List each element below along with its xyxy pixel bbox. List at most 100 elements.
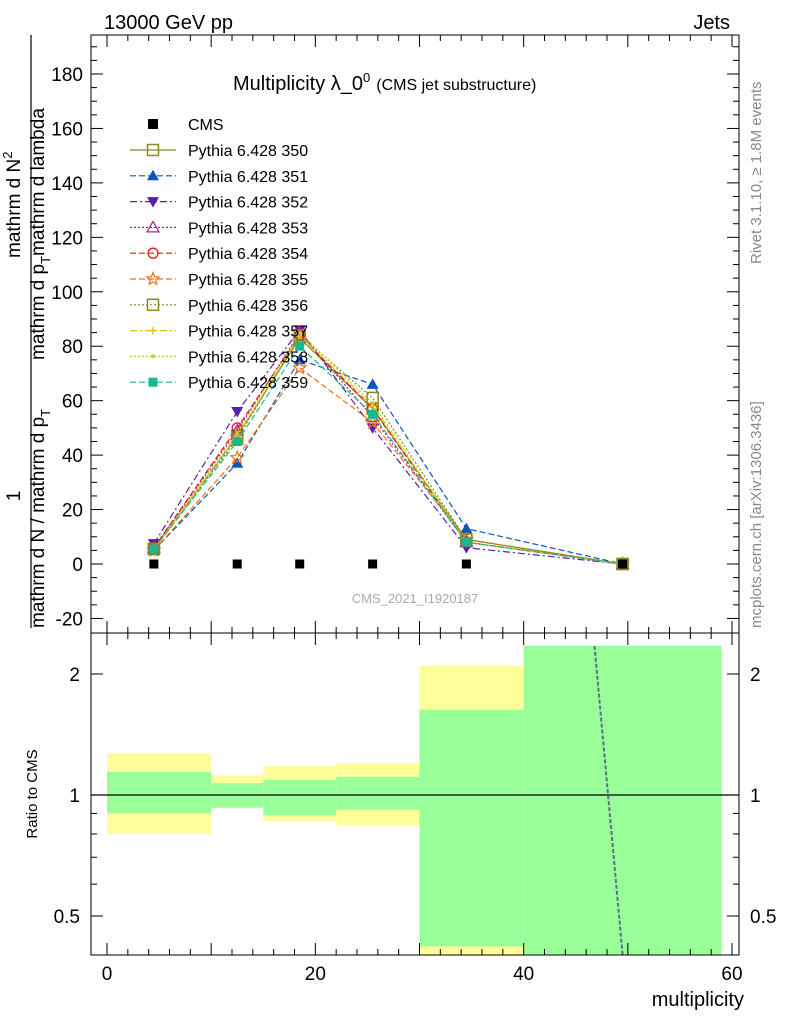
legend-label: Pythia 6.428 359 — [188, 375, 308, 392]
legend-marker — [146, 143, 160, 157]
series-point — [366, 378, 379, 389]
legend-label: Pythia 6.428 351 — [188, 169, 308, 186]
legend-marker — [147, 247, 159, 259]
series-point — [368, 409, 378, 419]
y-tick-label: 60 — [62, 392, 83, 413]
legend-marker — [151, 354, 155, 359]
y-label-numerator: mathrm d N2 — [0, 152, 25, 258]
y-tick-label: 20 — [62, 501, 83, 522]
ratio-y-tick-label-right: 2 — [750, 665, 761, 686]
x-tick-label: 60 — [721, 964, 742, 985]
chart-subtitle: (CMS jet substructure) — [376, 77, 536, 94]
series-point — [147, 542, 161, 556]
legend-label: Pythia 6.428 353 — [188, 220, 308, 237]
y-tick-label: 80 — [62, 337, 83, 358]
y-tick-label: 40 — [62, 446, 83, 467]
y-tick-label: -20 — [56, 609, 83, 630]
legend-label: Pythia 6.428 357 — [188, 324, 308, 341]
cms-point — [149, 559, 159, 569]
y-tick-label: 100 — [51, 283, 83, 304]
y-label-numerator-one: 1 — [4, 491, 25, 502]
legend-marker — [149, 326, 157, 335]
y-label-numerator-a: mathrm d N — [4, 159, 25, 258]
series-point — [293, 329, 306, 342]
legend-marker — [146, 298, 160, 312]
cms-point — [295, 559, 305, 569]
series-point — [231, 457, 244, 468]
reference-cms-points — [149, 559, 628, 569]
series-point — [229, 449, 245, 465]
stat-uncertainty-band — [107, 772, 212, 814]
ratio-y-tick-label: 1 — [69, 786, 80, 807]
legend-label: Pythia 6.428 358 — [188, 349, 308, 366]
main-y-axis-label: 1 mathrm d N / mathrm d pT mathrm d N2 m… — [0, 35, 53, 628]
x-axis: 0 20 40 60 — [102, 633, 743, 985]
ratio-y-axis: 0.5 0.5 1 1 2 2 — [54, 665, 776, 956]
legend-cms-marker — [148, 119, 158, 129]
series-point — [297, 330, 302, 335]
ratio-plot-data — [91, 645, 739, 956]
side-label-top: Rivet 3.1.10, ≥ 1.8M events — [748, 82, 765, 265]
x-tick-label: 0 — [102, 964, 113, 985]
ratio-mc-line — [593, 645, 624, 956]
main-plot-data — [146, 325, 631, 571]
series-350 — [147, 331, 629, 571]
chart-title-superscript: 0 — [363, 70, 370, 85]
y-label-numerator-b-sub: T — [38, 256, 53, 264]
series-point — [460, 522, 473, 534]
y-label-numerator-b-c: mathrm d lambda — [28, 108, 49, 256]
stat-uncertainty-band — [523, 645, 722, 955]
series-point — [370, 401, 375, 406]
cms-point — [368, 559, 378, 569]
stat-uncertainty-band — [419, 709, 524, 947]
analysis-label: CMS_2021_I1920187 — [352, 591, 479, 606]
series-point — [293, 353, 306, 365]
ratio-y-tick-label-right: 0.5 — [750, 907, 776, 928]
legend-marker — [148, 377, 158, 387]
legend-label: Pythia 6.428 356 — [188, 298, 308, 315]
series-point — [291, 359, 308, 375]
series-line — [153, 328, 623, 565]
series-point — [616, 557, 629, 571]
cms-point — [232, 559, 242, 569]
ratio-plot-panel: 0.5 0.5 1 1 2 2 0 20 40 60 Ratio to CMS multipli… — [24, 632, 776, 1011]
ratio-plot-frame — [90, 632, 740, 956]
category-label: Jets — [693, 12, 730, 34]
series-point — [149, 544, 159, 554]
series-point — [231, 407, 244, 418]
y-label-denominator: mathrm d N / mathrm d pT — [28, 409, 53, 628]
legend-marker — [145, 220, 161, 233]
chart-title-main: Multiplicity λ_0 — [233, 73, 363, 95]
ratio-y-axis-label: Ratio to CMS — [24, 749, 41, 838]
stat-uncertainty-band — [263, 779, 337, 816]
legend-label: Pythia 6.428 355 — [188, 272, 308, 289]
legend-label: CMS — [188, 117, 224, 134]
y-tick-label: 0 — [72, 555, 83, 576]
cms-point — [618, 559, 628, 569]
x-tick-label: 40 — [513, 964, 534, 985]
chart-title: Multiplicity λ_00 (CMS jet substructure) — [233, 70, 536, 95]
y-label-denominator-sub: T — [38, 409, 53, 417]
ratio-y-tick-label: 2 — [69, 665, 80, 686]
y-tick-label: 140 — [51, 174, 83, 195]
y-label-denominator-a: mathrm d N / mathrm d p — [28, 417, 49, 628]
series-point — [235, 431, 240, 436]
x-tick-label: 20 — [305, 964, 326, 985]
y-label-numerator-sup: 2 — [0, 152, 15, 159]
y-tick-label: 120 — [51, 228, 83, 249]
ratio-y-tick-label-right: 1 — [750, 786, 761, 807]
legend-marker — [145, 270, 161, 286]
legend-marker — [147, 197, 159, 208]
series-point — [295, 341, 305, 351]
series-line — [153, 367, 623, 565]
y-tick-label: 160 — [51, 119, 83, 140]
cms-point — [461, 559, 471, 569]
stat-uncertainty-band — [336, 776, 420, 810]
legend: CMS Pythia 6.428 350 Pythia 6.428 351 Pythi… — [130, 117, 308, 392]
series-point — [461, 537, 471, 547]
energy-label: 13000 GeV pp — [104, 12, 233, 34]
y-label-numerator-b: mathrm d pTmathrm d lambda — [28, 108, 53, 360]
series-point — [232, 437, 242, 446]
